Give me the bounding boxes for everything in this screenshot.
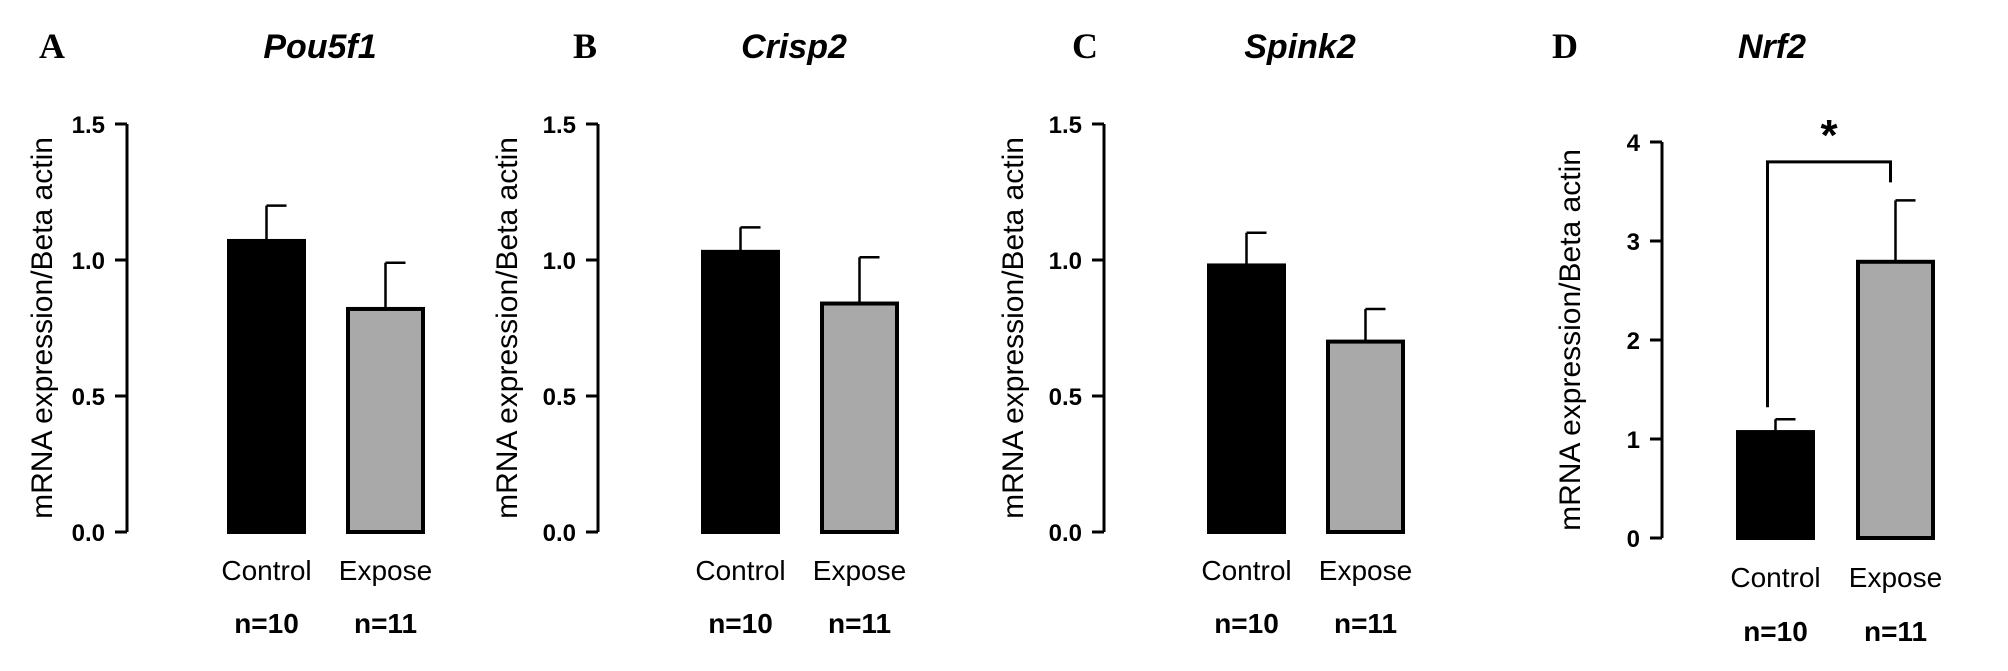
x-category-label: Control — [1201, 555, 1291, 586]
n-label: n=11 — [1334, 608, 1397, 639]
chart-title: Crisp2 — [741, 28, 847, 66]
chart-panel-a: A Pou5f1 mRNA expression/Beta actin 0.0 0.5 1… — [26, 26, 432, 639]
y-tick-label: 1.5 — [543, 112, 576, 139]
bar-control — [227, 238, 306, 535]
chart-panel-d: D Nrf2 mRNA expression/Beta actin 0 1 2 3 4 Cont… — [1552, 26, 1942, 647]
y-tick-label: 1.5 — [1049, 112, 1082, 139]
y-tick-label: 1.0 — [1049, 248, 1082, 275]
y-tick-label: 0.5 — [1049, 384, 1082, 411]
panel-letter: A — [39, 26, 65, 66]
bar-control — [1736, 430, 1815, 541]
bar-expose — [1326, 339, 1405, 534]
y-tick-label: 0.0 — [543, 520, 576, 547]
y-tick-label: 0.5 — [543, 384, 576, 411]
y-tick-label: 1 — [1627, 427, 1640, 454]
y-axis-label: mRNA expression/Beta actin — [1554, 149, 1587, 531]
x-category-label: Expose — [339, 555, 432, 586]
y-tick-label: 0.0 — [1049, 520, 1082, 547]
chart-panel-b: B Crisp2 mRNA expression/Beta actin 0.0 0.5 1… — [491, 26, 906, 639]
n-label: n=10 — [234, 608, 299, 639]
chart-title: Pou5f1 — [263, 28, 376, 66]
x-category-label: Expose — [1849, 562, 1942, 593]
bar-expose — [1856, 259, 1935, 540]
x-category-label: Control — [695, 555, 785, 586]
n-label: n=10 — [708, 608, 773, 639]
significance-bracket — [1766, 160, 1892, 408]
bar-expose — [820, 301, 899, 534]
y-tick-label: 1.0 — [72, 248, 105, 275]
chart-title: Nrf2 — [1738, 28, 1806, 66]
bar-control — [1207, 263, 1286, 534]
x-category-label: Expose — [813, 555, 906, 586]
n-label: n=11 — [828, 608, 891, 639]
x-category-label: Expose — [1319, 555, 1412, 586]
y-tick-label: 3 — [1627, 229, 1640, 256]
significance-label: * — [1820, 111, 1838, 160]
y-tick-label: 0.0 — [72, 520, 105, 547]
bar-control — [701, 249, 780, 534]
chart-title: Spink2 — [1244, 28, 1356, 66]
n-label: n=10 — [1743, 616, 1808, 647]
y-axis-label: mRNA expression/Beta actin — [997, 137, 1030, 519]
panel-letter: D — [1552, 26, 1578, 66]
y-tick-label: 2 — [1627, 328, 1640, 355]
x-category-label: Control — [1730, 562, 1820, 593]
y-tick-label: 0 — [1627, 526, 1640, 553]
n-label: n=11 — [354, 608, 417, 639]
chart-panel-c: C Spink2 mRNA expression/Beta actin 0.0 0.5 1… — [997, 26, 1412, 639]
panel-letter: C — [1072, 26, 1098, 66]
bar-expose — [346, 306, 425, 534]
x-category-label: Control — [221, 555, 311, 586]
y-tick-label: 4 — [1627, 130, 1641, 157]
y-tick-label: 0.5 — [72, 384, 105, 411]
y-axis-label: mRNA expression/Beta actin — [491, 137, 524, 519]
panel-letter: B — [573, 26, 597, 66]
y-tick-label: 1.0 — [543, 248, 576, 275]
y-tick-label: 1.5 — [72, 112, 105, 139]
y-axis-label: mRNA expression/Beta actin — [26, 137, 59, 519]
n-label: n=11 — [1864, 616, 1927, 647]
n-label: n=10 — [1214, 608, 1279, 639]
